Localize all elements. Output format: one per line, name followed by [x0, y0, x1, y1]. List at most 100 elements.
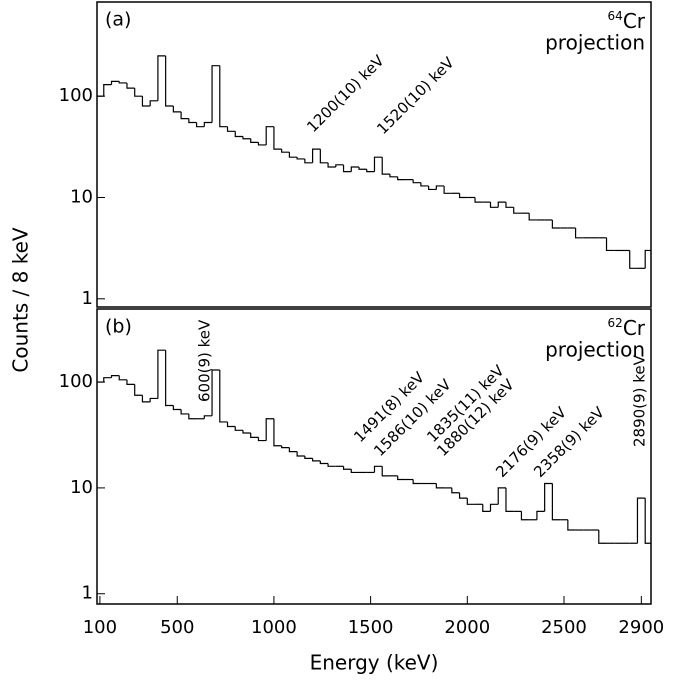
histogram-bin — [458, 193, 468, 199]
histogram-bin — [250, 433, 259, 438]
histogram-bin — [165, 55, 174, 107]
histogram-bin — [219, 369, 228, 423]
histogram-bin — [451, 487, 460, 494]
histogram-bin — [211, 369, 220, 416]
histogram-bin — [458, 492, 468, 499]
histogram-bin — [397, 176, 406, 181]
y-axis-title: Counts / 8 keV — [9, 227, 33, 373]
histogram-bin — [203, 121, 213, 127]
peak-annotation: 2890(9) keV — [631, 354, 649, 447]
histogram-bin — [157, 55, 166, 101]
histogram-bin — [134, 88, 143, 97]
histogram-bin — [118, 375, 127, 381]
histogram-bin — [381, 157, 390, 175]
histogram-bin — [505, 487, 514, 512]
histogram-bin — [342, 466, 352, 470]
histogram-bin — [265, 418, 274, 441]
histogram-bin — [188, 413, 197, 420]
histogram-bin — [273, 418, 282, 447]
histogram-bin — [350, 166, 360, 172]
histogram-bin — [598, 530, 607, 544]
x-tick-label: 2000 — [444, 617, 490, 638]
y-tick-label: 1 — [82, 288, 93, 309]
histogram-bin — [141, 395, 151, 403]
histogram-bin — [644, 498, 651, 544]
histogram-bin — [327, 463, 336, 467]
histogram-bin — [412, 179, 421, 184]
histogram-bin — [319, 460, 329, 465]
histogram-bin — [180, 111, 189, 120]
panel-subtitle: projection — [545, 338, 645, 362]
x-tick-label: 2900 — [618, 617, 664, 638]
histogram-bin — [366, 169, 375, 173]
histogram-bin — [126, 82, 135, 89]
histogram-bin — [544, 482, 553, 512]
histogram-bin — [482, 504, 491, 512]
histogram-bin — [381, 466, 390, 477]
histogram-bin — [281, 149, 290, 153]
histogram-bin — [141, 96, 151, 107]
x-axis-title: Energy (keV) — [310, 651, 439, 675]
histogram-bin — [242, 136, 251, 140]
histogram-bin — [489, 503, 499, 512]
histogram-bin — [574, 227, 584, 239]
histogram-bin — [110, 80, 120, 85]
nucleus-label: 64Cr — [608, 9, 646, 33]
histogram-bin — [474, 197, 483, 203]
x-tick-label: 500 — [160, 617, 194, 638]
histogram-bin — [304, 158, 313, 164]
histogram-bin — [219, 65, 228, 128]
histogram-bin — [188, 118, 197, 124]
x-tick-label: 100 — [83, 617, 117, 638]
histogram-bin — [435, 483, 445, 489]
histogram-bin — [126, 379, 135, 386]
y-tick-label: 100 — [59, 85, 93, 106]
nucleus-symbol: Cr — [623, 9, 646, 33]
nucleus-symbol: Cr — [623, 316, 646, 340]
histogram-bin — [312, 148, 321, 163]
histogram-bin — [226, 126, 236, 132]
histogram-bin — [629, 250, 638, 269]
histogram-bin — [312, 458, 321, 462]
histogram-bin — [296, 451, 305, 457]
histogram-bin — [567, 519, 576, 531]
nucleus-label: 62Cr — [608, 316, 646, 340]
histogram-bin — [342, 164, 352, 173]
histogram-bin — [265, 126, 274, 145]
histogram-bin — [327, 162, 336, 168]
histogram-bin — [389, 174, 398, 178]
histogram-bin — [497, 201, 506, 208]
histogram-bin — [435, 185, 445, 190]
panel-subtitle: projection — [545, 31, 645, 55]
histogram-bin — [636, 497, 646, 544]
histogram-bin — [520, 511, 530, 521]
nucleus-mass: 62 — [608, 316, 623, 330]
y-tick-label: 100 — [59, 371, 93, 392]
histogram-bin — [536, 510, 545, 520]
histogram-bin — [335, 164, 344, 167]
histogram-bin — [234, 426, 243, 431]
x-tick-label: 2500 — [541, 617, 587, 638]
peak-annotation: 600(9) keV — [196, 319, 214, 402]
histogram-bin — [226, 421, 236, 428]
histogram-bin — [551, 219, 561, 229]
histogram-bin — [505, 202, 514, 208]
histogram-bin — [242, 430, 251, 434]
histogram-bin — [644, 249, 651, 269]
x-tick-label: 1000 — [251, 617, 297, 638]
histogram-bin — [420, 182, 429, 187]
histogram-bin — [172, 405, 182, 411]
histogram-bin — [195, 122, 205, 128]
histogram-bin — [103, 84, 112, 97]
histogram-bin — [180, 409, 189, 415]
x-tick-label: 1500 — [348, 617, 394, 638]
histogram-bin — [528, 213, 537, 221]
histogram-bin — [273, 126, 282, 150]
histogram-bin — [605, 237, 615, 252]
histogram-bin — [288, 152, 298, 158]
histogram-bin — [428, 185, 437, 191]
histogram-bin — [211, 65, 220, 123]
histogram-bin — [134, 384, 143, 396]
histogram-bin — [257, 142, 267, 146]
